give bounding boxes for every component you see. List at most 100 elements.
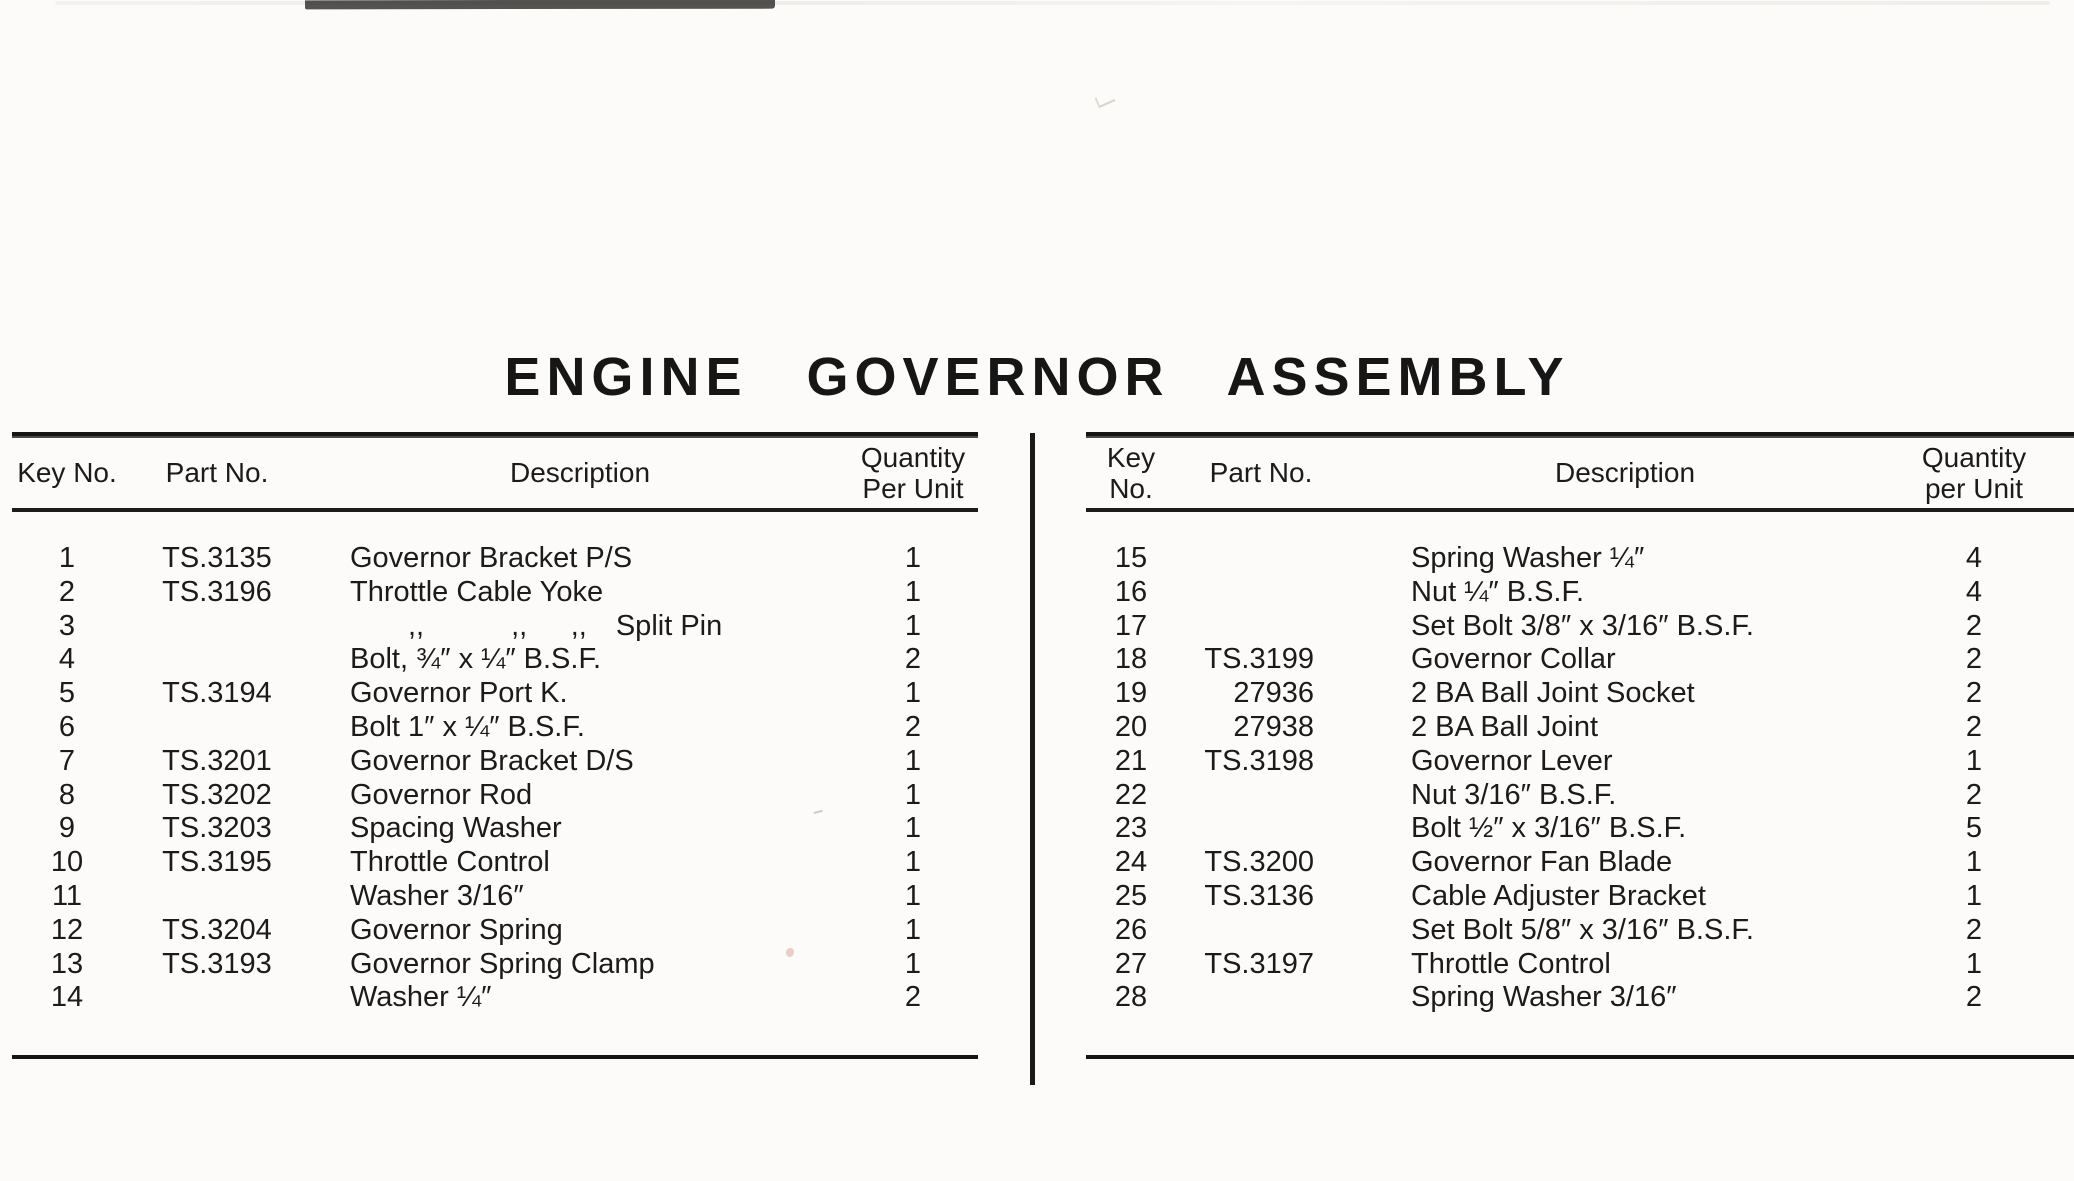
table-row: 23 Bolt ½″ x 3/16″ B.S.F. 5: [1086, 812, 2074, 846]
table-row: 20 27938 2 BA Ball Joint 2: [1086, 711, 2074, 745]
column-header-quantity: Quantity Per Unit: [848, 442, 978, 505]
cell-key-no: 27: [1114, 947, 1148, 980]
table-rule-header: [12, 508, 978, 512]
cell-quantity: 1: [1965, 879, 1983, 912]
table-row: 3 ,, ,, ,, Split Pin 1: [12, 610, 978, 644]
table-row: 13 TS.3193 Governor Spring Clamp 1: [12, 948, 978, 982]
cell-key-no: 7: [58, 744, 76, 777]
table-row: 27 TS.3197 Throttle Control 1: [1086, 948, 2074, 982]
table-row: 11 Washer 3/16″ 1: [12, 880, 978, 914]
cell-quantity: 1: [904, 542, 922, 574]
cell-description: Set Bolt 5/8″ x 3/16″ B.S.F.: [1411, 913, 1754, 946]
cell-description: Washer 3/16″: [350, 879, 524, 912]
cell-part-no: TS.3197: [1204, 947, 1314, 980]
cell-quantity: 4: [1965, 542, 1983, 574]
cell-quantity: 2: [1965, 981, 1983, 1014]
table-body: 1 TS.3135 Governor Bracket P/S 1 2 TS.31…: [12, 512, 978, 1015]
cell-quantity: 1: [904, 812, 922, 845]
table-row: 8 TS.3202 Governor Rod 1: [12, 779, 978, 813]
table-row: 28 Spring Washer 3/16″ 2: [1086, 981, 2074, 1015]
cell-quantity: 1: [904, 913, 922, 946]
cell-quantity: 5: [1965, 812, 1983, 845]
cell-quantity: 1: [904, 846, 922, 879]
table-rule-bottom: [1086, 1055, 2074, 1060]
cell-description: Governor Fan Blade: [1411, 846, 1673, 879]
cell-key-no: 12: [50, 913, 84, 946]
right-parts-table: Key No. Part No. Description Quantity pe…: [1086, 432, 2074, 1060]
cell-description: Governor Bracket D/S: [350, 744, 634, 777]
cell-key-no: 25: [1114, 879, 1148, 912]
table-row: 24 TS.3200 Governor Fan Blade 1: [1086, 846, 2074, 880]
cell-description: Spacing Washer: [350, 812, 562, 845]
cell-quantity: 2: [1965, 643, 1983, 676]
cell-description: Throttle Control: [1411, 947, 1611, 980]
column-header-key-no: Key No.: [1106, 441, 1156, 504]
cell-part-no: TS.3194: [162, 677, 272, 710]
table-row: 9 TS.3203 Spacing Washer 1: [12, 812, 978, 846]
cell-description: Governor Bracket P/S: [350, 542, 633, 574]
cell-description: Nut ¼″ B.S.F.: [1411, 575, 1585, 608]
cell-part-no: TS.3196: [162, 575, 272, 608]
cell-key-no: 8: [58, 778, 76, 811]
cell-description: Governor Collar: [1411, 643, 1616, 676]
table-row: 5 TS.3194 Governor Port K. 1: [12, 677, 978, 711]
table-row: 12 TS.3204 Governor Spring 1: [12, 914, 978, 948]
column-header-key-no: Key No.: [17, 457, 117, 489]
cell-key-no: 6: [58, 710, 76, 743]
table-row: 1 TS.3135 Governor Bracket P/S 1: [12, 542, 978, 576]
column-header-description: Description: [509, 457, 651, 489]
cell-quantity: 4: [1965, 575, 1983, 608]
cell-key-no: 22: [1114, 778, 1148, 811]
table-row: 19 27936 2 BA Ball Joint Socket 2: [1086, 677, 2074, 711]
cell-quantity: 1: [1965, 846, 1983, 879]
scan-artifact-speck: [786, 948, 794, 957]
cell-part-no: TS.3199: [1204, 643, 1314, 676]
cell-quantity: 2: [1965, 778, 1983, 811]
table-row: 14 Washer ¼″ 2: [12, 981, 978, 1015]
cell-part-no: 27938: [1233, 710, 1314, 743]
cell-description: Cable Adjuster Bracket: [1411, 879, 1706, 912]
column-header-description: Description: [1554, 457, 1696, 489]
cell-part-no: TS.3204: [162, 913, 272, 946]
cell-description: 2 BA Ball Joint: [1411, 710, 1598, 743]
table-body: 15 Spring Washer ¼″ 4 16 Nut ¼″ B.S.F. 4…: [1086, 512, 2074, 1015]
table-row: 4 Bolt, ¾″ x ¼″ B.S.F. 2: [12, 643, 978, 677]
cell-description: Governor Port K.: [350, 677, 568, 710]
cell-key-no: 28: [1114, 981, 1148, 1014]
cell-description: Bolt ½″ x 3/16″ B.S.F.: [1411, 812, 1687, 845]
cell-quantity: 2: [904, 710, 922, 743]
table-row: 2 TS.3196 Throttle Cable Yoke 1: [12, 576, 978, 610]
cell-part-no: TS.3202: [162, 778, 272, 811]
table-rule-top: [12, 432, 978, 438]
table-row: 18 TS.3199 Governor Collar 2: [1086, 643, 2074, 677]
cell-key-no: 14: [50, 981, 84, 1014]
column-header-quantity-line2: Per Unit: [862, 473, 964, 504]
cell-key-no: 23: [1114, 812, 1148, 845]
cell-description: Bolt, ¾″ x ¼″ B.S.F.: [350, 643, 602, 676]
cell-part-no: TS.3136: [1204, 879, 1314, 912]
cell-key-no: 4: [58, 643, 76, 676]
cell-description: Spring Washer 3/16″: [1411, 981, 1677, 1014]
table-rule-header: [1086, 508, 2074, 512]
cell-description: Washer ¼″: [350, 981, 492, 1014]
cell-key-no: 20: [1114, 710, 1148, 743]
cell-part-no: TS.3201: [162, 744, 272, 777]
cell-part-no: TS.3193: [162, 947, 272, 980]
cell-quantity: 1: [904, 609, 922, 642]
cell-key-no: 24: [1114, 846, 1148, 879]
column-header-quantity: Quantity per Unit: [1904, 442, 2044, 505]
table-row: 22 Nut 3/16″ B.S.F. 2: [1086, 779, 2074, 813]
cell-key-no: 21: [1114, 744, 1148, 777]
cell-key-no: 3: [58, 609, 76, 642]
table-divider-line: [1030, 433, 1035, 1085]
cell-key-no: 26: [1114, 913, 1148, 946]
table-row: 16 Nut ¼″ B.S.F. 4: [1086, 576, 2074, 610]
left-parts-table: Key No. Part No. Description Quantity Pe…: [12, 432, 978, 1060]
cell-quantity: 2: [904, 643, 922, 676]
cell-part-no: TS.3203: [162, 812, 272, 845]
table-row: 6 Bolt 1″ x ¼″ B.S.F. 2: [12, 711, 978, 745]
cell-description: Throttle Cable Yoke: [350, 575, 604, 608]
cell-quantity: 2: [904, 981, 922, 1014]
cell-key-no: 19: [1114, 677, 1148, 710]
table-row: 25 TS.3136 Cable Adjuster Bracket 1: [1086, 880, 2074, 914]
